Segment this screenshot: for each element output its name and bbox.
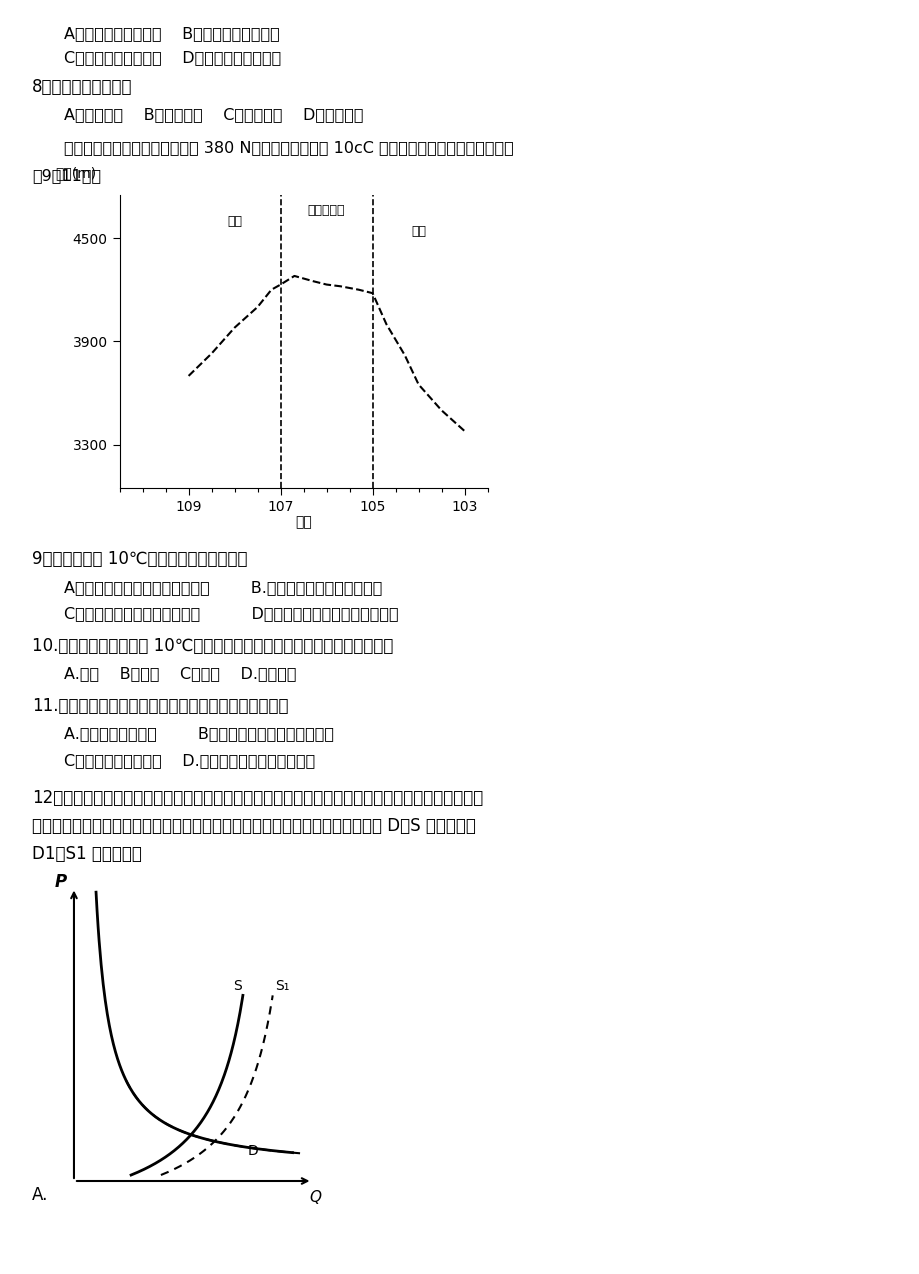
Text: 落基山内部: 落基山内部 bbox=[308, 204, 345, 218]
Text: 12．随着各国禁止燃油车时间表的陆续公布，新能源汽率产销数据向好，带动锂电池需求高速增长，: 12．随着各国禁止燃油车时间表的陆续公布，新能源汽率产销数据向好，带动锂电池需求… bbox=[32, 789, 482, 806]
Text: D1、S1 为变动后）: D1、S1 为变动后） bbox=[32, 845, 142, 862]
Text: A．自东向西流、寒流    B．自东向西流、暖流: A．自东向西流、寒流 B．自东向西流、暖流 bbox=[64, 25, 280, 41]
Text: D: D bbox=[247, 1144, 258, 1158]
Text: 8．红腹滨鹬多生活于: 8．红腹滨鹬多生活于 bbox=[32, 78, 132, 96]
Text: 成9～11题。: 成9～11题。 bbox=[32, 168, 101, 183]
Text: 10.图中落基山脉内外部 10℃等温线分布高度差异显著，影响的主导因素是: 10.图中落基山脉内外部 10℃等温线分布高度差异显著，影响的主导因素是 bbox=[32, 637, 393, 655]
Text: A.垂直带谱多于外部        B．同海拔植物的枯黄早于外部: A.垂直带谱多于外部 B．同海拔植物的枯黄早于外部 bbox=[64, 726, 334, 741]
Text: C．针叶林与高山草甸的分界线          D．高山草甸与高寒荒漠的分界线: C．针叶林与高山草甸的分界线 D．高山草甸与高寒荒漠的分界线 bbox=[64, 606, 399, 622]
Text: C．冰川发育多于外部    D.森林带分布的高度高于外部: C．冰川发育多于外部 D.森林带分布的高度高于外部 bbox=[64, 753, 315, 768]
Text: C．自西向东流、寒流    D．自西向东流、暖流: C．自西向东流、寒流 D．自西向东流、暖流 bbox=[64, 50, 281, 65]
Text: 外部: 外部 bbox=[227, 215, 242, 228]
Text: A．高山灌丛    B．沿海滩涂    C．温带丛林    D．内陆湖泊: A．高山灌丛 B．沿海滩涂 C．温带丛林 D．内陆湖泊 bbox=[64, 107, 364, 122]
Text: A.: A. bbox=[32, 1186, 49, 1204]
Text: S: S bbox=[233, 980, 242, 994]
X-axis label: 经度: 经度 bbox=[295, 515, 312, 529]
Text: 外部: 外部 bbox=[411, 225, 425, 238]
Text: 9．图中最热月 10℃等温线最可能是植被带: 9．图中最热月 10℃等温线最可能是植被带 bbox=[32, 550, 247, 568]
Text: Q: Q bbox=[309, 1190, 321, 1205]
Text: A．落叶阔叶林与针叶林的分界线        B.针叶林与高山荒漠的分界线: A．落叶阔叶林与针叶林的分界线 B.针叶林与高山荒漠的分界线 bbox=[64, 580, 382, 595]
Text: S₁: S₁ bbox=[275, 980, 289, 994]
Text: 下图是北美洲西部落基山脉中段 380 N、山体内外最热月 10cC 等温线分布高度示意图。读图完: 下图是北美洲西部落基山脉中段 380 N、山体内外最热月 10cC 等温线分布高… bbox=[64, 140, 514, 155]
Text: P: P bbox=[54, 873, 66, 891]
Y-axis label: 海拔(m): 海拔(m) bbox=[55, 167, 96, 180]
Text: A.海拔    B．降水    C．洋流    D.海陆位置: A.海拔 B．降水 C．洋流 D.海陆位置 bbox=[64, 666, 297, 682]
Text: 11.落基山山脉中段内部气温高于外部，会导致山脉内部: 11.落基山山脉中段内部气温高于外部，会导致山脉内部 bbox=[32, 697, 289, 715]
Text: 价格持续上升。不考虑其他因素，能正确反映这种变动传导效应的是（注：图中 D、S 为变动前，: 价格持续上升。不考虑其他因素，能正确反映这种变动传导效应的是（注：图中 D、S … bbox=[32, 817, 475, 834]
